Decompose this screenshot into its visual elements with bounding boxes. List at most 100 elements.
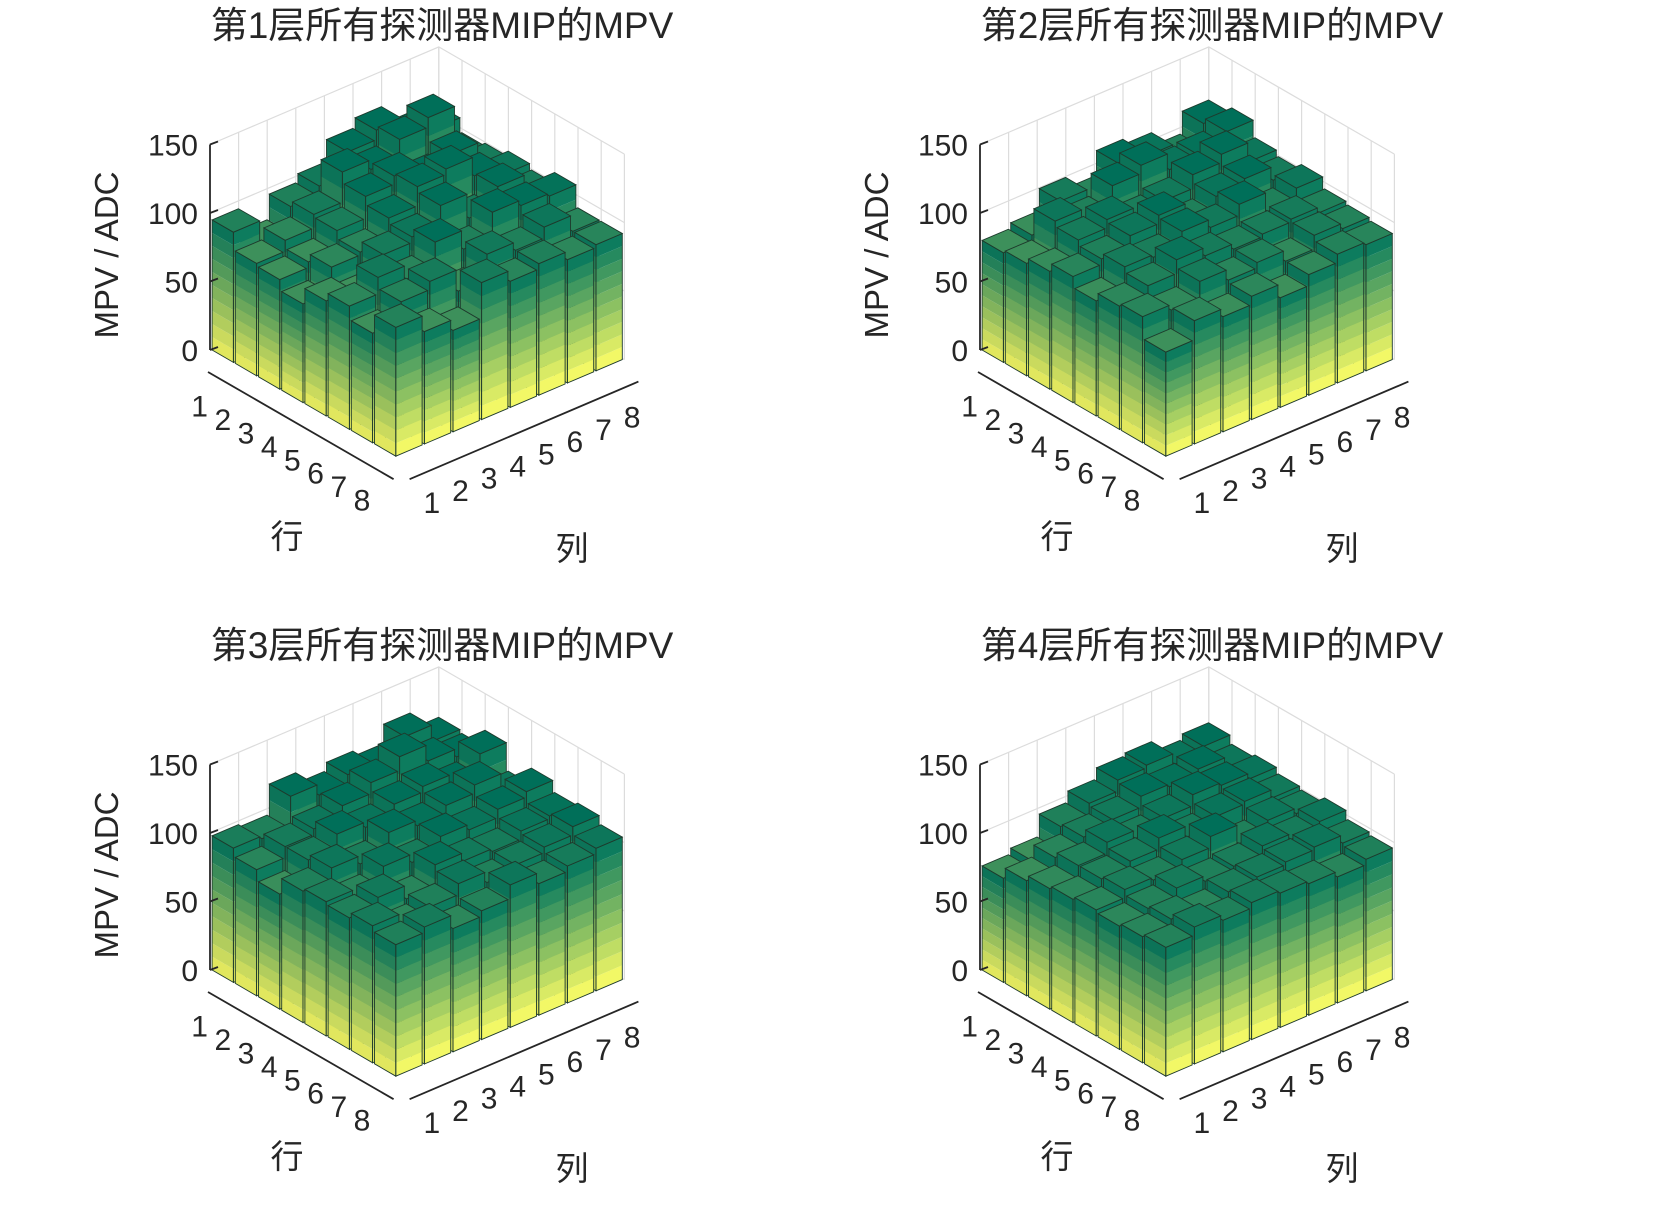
col-tick-label: 2 (1222, 475, 1239, 508)
bars (212, 713, 622, 1076)
col-tick-label: 2 (1222, 1095, 1239, 1128)
row-axis-label: 行 (271, 518, 304, 555)
col-tick-label: 8 (624, 402, 641, 435)
col-axis-label: 列 (1326, 530, 1359, 567)
row-tick-label: 8 (1124, 1105, 1141, 1138)
row-tick-label: 5 (1054, 1064, 1071, 1097)
row-tick-label: 2 (984, 1024, 1001, 1057)
row-tick-label: 6 (1077, 1078, 1094, 1111)
row-tick-label: 2 (984, 404, 1001, 437)
row-tick-label: 8 (354, 485, 371, 518)
col-tick-label: 8 (624, 1022, 641, 1055)
bars (212, 94, 622, 456)
row-tick-label: 1 (191, 391, 208, 424)
z-tick-label: 100 (148, 198, 198, 231)
row-tick-label: 2 (214, 1024, 231, 1057)
z-tick-label: 0 (951, 335, 968, 368)
row-tick-label: 6 (1077, 458, 1094, 491)
row-tick-label: 7 (330, 1091, 347, 1124)
col-tick-label: 5 (538, 438, 555, 471)
z-tick-label: 150 (918, 750, 968, 783)
col-tick-label: 4 (509, 451, 526, 484)
row-tick-label: 5 (1054, 444, 1071, 477)
z-axis-label: MPV / ADC (88, 792, 125, 959)
row-tick-label: 3 (1008, 1038, 1025, 1071)
z-tick-label: 50 (935, 267, 968, 300)
col-tick-label: 3 (1251, 1083, 1268, 1116)
col-tick-label: 1 (1194, 487, 1211, 520)
row-tick-label: 6 (307, 1078, 324, 1111)
z-axis-label: MPV / ADC (88, 172, 125, 339)
z-axis-label: MPV / ADC (858, 172, 895, 339)
col-tick-label: 4 (1279, 1071, 1296, 1104)
row-tick-label: 7 (330, 471, 347, 504)
bars (982, 100, 1392, 456)
col-tick-label: 2 (452, 475, 469, 508)
z-tick-label: 50 (165, 267, 198, 300)
col-tick-label: 4 (509, 1071, 526, 1104)
col-tick-label: 1 (424, 1107, 441, 1140)
row-tick-label: 2 (214, 404, 231, 437)
z-tick-label: 150 (148, 750, 198, 783)
col-tick-label: 8 (1394, 402, 1411, 435)
col-tick-label: 7 (595, 414, 612, 447)
z-tick-label: 50 (935, 887, 968, 920)
bars (982, 723, 1392, 1076)
row-axis-label: 行 (1041, 518, 1074, 555)
row-axis-label: 行 (1041, 1138, 1074, 1175)
col-tick-label: 4 (1279, 451, 1296, 484)
col-axis-label: 列 (556, 530, 589, 567)
col-tick-label: 6 (567, 1046, 584, 1079)
z-tick-label: 50 (165, 887, 198, 920)
z-tick-label: 0 (181, 955, 198, 988)
col-tick-label: 6 (1337, 1046, 1354, 1079)
col-tick-label: 2 (452, 1095, 469, 1128)
row-tick-label: 7 (1100, 471, 1117, 504)
col-tick-label: 5 (1308, 438, 1325, 471)
row-axis-label: 行 (271, 1138, 304, 1175)
chart-title: 第1层所有探测器MIP的MPV (211, 5, 674, 46)
chart-title: 第2层所有探测器MIP的MPV (981, 5, 1444, 46)
col-tick-label: 6 (1337, 426, 1354, 459)
z-tick-labels: 0 50 100 150 (148, 130, 218, 369)
col-axis-label: 列 (1326, 1150, 1359, 1187)
col-tick-label: 7 (1365, 414, 1382, 447)
col-tick-label: 1 (1194, 1107, 1211, 1140)
row-tick-label: 1 (961, 1011, 978, 1044)
col-tick-label: 8 (1394, 1022, 1411, 1055)
row-tick-label: 3 (1008, 418, 1025, 451)
row-tick-label: 8 (354, 1105, 371, 1138)
row-tick-label: 4 (261, 431, 278, 464)
col-tick-label: 3 (1251, 463, 1268, 496)
bar-r8-c1 (375, 304, 423, 456)
col-axis-label: 列 (556, 1150, 589, 1187)
row-tick-label: 7 (1100, 1091, 1117, 1124)
row-tick-label: 3 (238, 1038, 255, 1071)
chart-title: 第3层所有探测器MIP的MPV (211, 625, 674, 666)
col-tick-label: 7 (1365, 1034, 1382, 1067)
row-tick-label: 8 (1124, 485, 1141, 518)
bar-r8-c1 (375, 921, 423, 1076)
col-tick-label: 3 (481, 1083, 498, 1116)
row-tick-label: 4 (1031, 431, 1048, 464)
row-tick-label: 4 (1031, 1051, 1048, 1084)
col-tick-label: 7 (595, 1034, 612, 1067)
row-tick-label: 3 (238, 418, 255, 451)
col-tick-label: 1 (424, 487, 441, 520)
z-tick-label: 150 (148, 130, 198, 163)
col-tick-label: 3 (481, 463, 498, 496)
z-tick-label: 0 (181, 335, 198, 368)
row-tick-label: 1 (961, 391, 978, 424)
row-tick-label: 6 (307, 458, 324, 491)
row-tick-label: 5 (284, 1064, 301, 1097)
